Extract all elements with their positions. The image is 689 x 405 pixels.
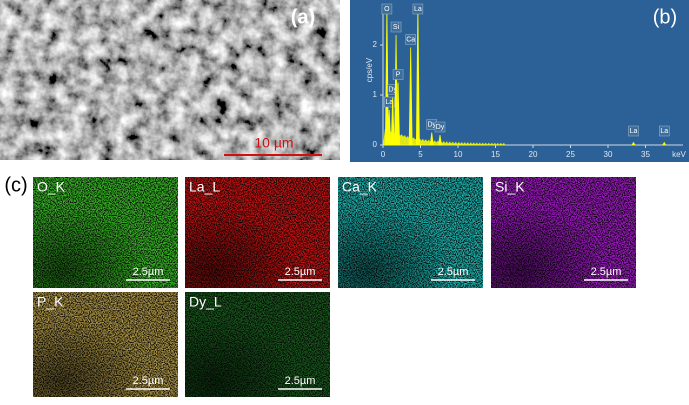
map-element-label: Dy_L <box>189 294 222 310</box>
panel-label: (c) <box>4 174 27 196</box>
peak-label-box <box>405 34 416 45</box>
y-tick-label: 2 <box>373 40 378 49</box>
peak <box>390 97 395 146</box>
spectrum: 0 5 10 15 20 25 30 35 0 1 2 keV cps/eV O La Dy Si P Ca La Dy… <box>365 3 687 159</box>
peak <box>662 141 667 146</box>
peak-label: La <box>414 6 422 13</box>
peak-label: Si <box>393 24 400 31</box>
peak <box>408 47 413 146</box>
peak-label-box <box>434 121 446 133</box>
peak-label: Dy <box>427 121 436 128</box>
peak <box>387 109 392 146</box>
continuum <box>383 128 505 145</box>
peak <box>631 141 636 146</box>
peak-label: La <box>660 128 668 135</box>
peak-label-box <box>390 21 402 33</box>
panel-label: (a) <box>291 6 315 28</box>
map-scale-label: 2.5µm <box>133 266 164 278</box>
peak <box>384 7 389 146</box>
map-scale-label: 2.5µm <box>133 375 164 387</box>
y-axis-label: cps/eV <box>365 57 374 82</box>
peak <box>438 134 442 146</box>
map-element-label: La_L <box>189 179 220 195</box>
peak <box>415 4 420 146</box>
peak-label: La <box>630 128 638 135</box>
x-axis-label: keV <box>672 150 686 159</box>
element-maps: O_K 2.5µm La_L 2.5µm Ca_K 2.5µm Si_K 2.5µm P_K 2.… <box>33 177 636 397</box>
map-element-label: O_K <box>37 179 66 195</box>
map-noise <box>33 177 178 288</box>
map-noise <box>185 292 330 397</box>
peak-label-box <box>412 3 424 15</box>
y-tick-label: 0 <box>373 140 378 149</box>
map-scale-label: 2.5µm <box>438 266 469 278</box>
map-scale-label: 2.5µm <box>285 266 316 278</box>
peak <box>429 132 434 146</box>
map-element-label: Ca_K <box>342 179 378 195</box>
x-tick-label: 35 <box>641 150 650 159</box>
x-tick-label: 10 <box>454 150 463 159</box>
x-tick-label: 30 <box>604 150 613 159</box>
map-scale-label: 2.5µm <box>591 266 622 278</box>
panel-label: (b) <box>653 6 677 28</box>
peak <box>394 34 398 146</box>
map-noise <box>33 292 178 397</box>
map-element-label: Si_K <box>495 179 525 195</box>
peak-label: Ca <box>406 36 415 43</box>
peak <box>396 82 400 146</box>
y-tick-label: 1 <box>373 90 378 99</box>
x-tick-label: 20 <box>529 150 538 159</box>
peak-label-box <box>659 125 670 137</box>
peak-label-box <box>628 125 639 137</box>
sem-texture <box>0 0 340 160</box>
x-tick-label: 25 <box>566 150 575 159</box>
peak-label-box <box>392 69 404 80</box>
peak-label: O <box>384 6 390 13</box>
x-tick-label: 15 <box>491 150 500 159</box>
peak-label-box <box>383 96 395 108</box>
map-element-label: P_K <box>37 294 64 310</box>
scale-bar-label: 10 µm <box>254 135 293 151</box>
map-noise <box>185 177 330 288</box>
peak-label-box <box>381 3 393 15</box>
peak-label: Dy <box>436 124 445 131</box>
x-tick-label: 0 <box>381 150 386 159</box>
x-tick-label: 5 <box>418 150 423 159</box>
map-scale-label: 2.5µm <box>285 375 316 387</box>
peak-label: P <box>396 71 401 78</box>
peak-label: Dy <box>388 86 397 93</box>
peak-label: La <box>385 99 393 106</box>
map-noise <box>338 177 483 288</box>
map-noise <box>491 177 636 288</box>
